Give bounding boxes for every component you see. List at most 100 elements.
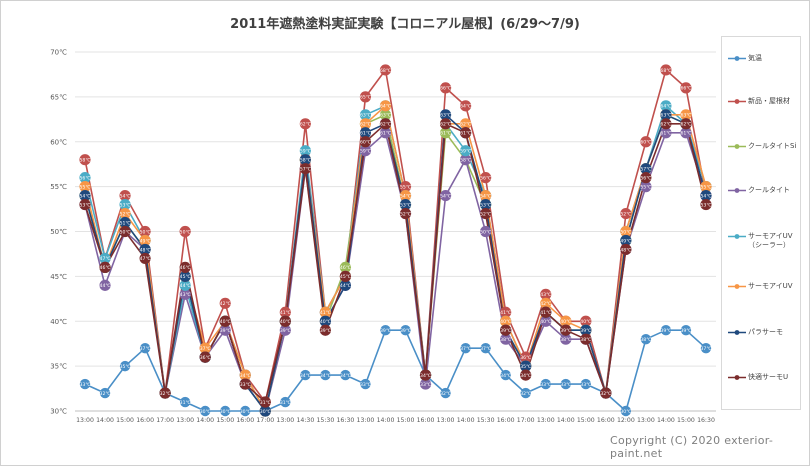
- data-point: 51℃: [119, 216, 131, 229]
- data-point: 30℃: [259, 405, 271, 417]
- data-point: 61℃: [680, 127, 692, 139]
- data-point: 66℃: [439, 82, 452, 94]
- data-label: 55℃: [400, 184, 411, 190]
- data-label: 68℃: [660, 68, 671, 74]
- data-point: 46℃: [99, 261, 111, 273]
- x-tick-label: 14:00: [96, 417, 114, 424]
- data-point: 50℃: [620, 225, 632, 238]
- data-point: 34℃: [340, 369, 351, 381]
- data-label: 45℃: [340, 274, 351, 280]
- data-point: 62℃: [660, 118, 672, 130]
- data-label: 52℃: [400, 211, 411, 217]
- data-point: 64℃: [379, 100, 392, 112]
- data-marker: [580, 378, 591, 390]
- data-marker: [339, 270, 352, 282]
- data-label: 30℃: [620, 409, 631, 415]
- data-point: 42℃: [540, 297, 552, 309]
- data-label: 50℃: [620, 229, 631, 235]
- data-point: 59℃: [460, 145, 472, 157]
- x-tick-label: 15:30: [477, 417, 495, 424]
- data-marker: [79, 378, 91, 390]
- data-label: 62℃: [380, 122, 391, 128]
- data-label: 40℃: [500, 319, 511, 325]
- data-point: 55℃: [399, 181, 412, 193]
- data-label: 54℃: [120, 193, 131, 199]
- data-label: 34℃: [300, 373, 311, 379]
- data-label: 45℃: [180, 274, 191, 280]
- data-label: 61℃: [660, 131, 671, 137]
- data-point: 37℃: [199, 342, 211, 354]
- data-label: 40℃: [320, 319, 331, 325]
- data-label: 35℃: [120, 364, 131, 370]
- data-label: 30℃: [240, 409, 251, 415]
- data-marker: [460, 118, 472, 130]
- data-point: 65℃: [359, 91, 372, 103]
- data-point: 39℃: [660, 325, 671, 336]
- data-point: 35℃: [120, 360, 131, 372]
- data-point: 53℃: [79, 198, 91, 211]
- data-marker: [480, 172, 492, 184]
- data-label: 39℃: [580, 328, 591, 334]
- data-label: 37℃: [700, 346, 711, 352]
- data-point: 60℃: [359, 136, 372, 148]
- x-tick-label: 16:00: [497, 417, 515, 424]
- data-marker: [580, 333, 592, 345]
- data-point: 42℃: [219, 297, 231, 309]
- data-point: 38℃: [500, 333, 512, 345]
- data-point: 37℃: [139, 342, 151, 354]
- data-marker: [660, 109, 672, 121]
- data-marker: [419, 369, 432, 381]
- data-label: 46℃: [340, 265, 351, 271]
- data-label: 39℃: [560, 328, 571, 334]
- data-point: 34℃: [520, 369, 532, 381]
- data-label: 33℃: [240, 382, 251, 388]
- data-label: 33℃: [540, 382, 551, 388]
- data-marker: [359, 127, 372, 139]
- data-marker: [79, 154, 91, 166]
- data-point: 40℃: [279, 315, 291, 327]
- data-marker: [359, 118, 372, 130]
- series-line: [84, 132, 707, 412]
- x-tick-label: 14:00: [657, 417, 675, 424]
- data-marker: [139, 252, 151, 265]
- data-marker: [179, 270, 191, 282]
- data-label: 40℃: [220, 319, 231, 325]
- data-label: 44℃: [180, 283, 191, 289]
- data-label: 34℃: [420, 373, 431, 379]
- data-marker: [640, 181, 652, 193]
- data-point: 50℃: [480, 225, 492, 238]
- data-marker: [660, 127, 672, 139]
- data-label: 62℃: [360, 122, 371, 128]
- data-label: 43℃: [540, 292, 551, 298]
- data-point: 32℃: [440, 387, 451, 399]
- x-tick-label: 13:00: [357, 417, 375, 424]
- data-marker: [279, 315, 291, 327]
- data-marker: [680, 127, 692, 139]
- data-marker: [319, 315, 331, 327]
- data-marker: [240, 405, 251, 417]
- data-label: 42℃: [220, 301, 231, 307]
- data-marker: [299, 145, 311, 157]
- data-label: 41℃: [500, 310, 511, 316]
- data-label: 50℃: [120, 229, 131, 235]
- data-label: 44℃: [100, 283, 111, 289]
- data-point: 48℃: [139, 243, 151, 256]
- data-marker: [299, 118, 311, 130]
- data-label: 68℃: [380, 68, 391, 74]
- data-marker: [139, 234, 151, 247]
- data-label: 37℃: [200, 346, 211, 352]
- data-label: 54℃: [440, 193, 451, 199]
- data-label: 37℃: [140, 346, 151, 352]
- data-label: 31℃: [180, 400, 191, 406]
- data-marker: [480, 225, 492, 238]
- data-label: 40℃: [580, 319, 591, 325]
- data-marker: [200, 405, 211, 417]
- data-marker: [139, 342, 151, 354]
- data-label: 31℃: [280, 400, 291, 406]
- data-label: 39℃: [400, 328, 411, 334]
- data-label: 63℃: [660, 113, 671, 119]
- data-marker: [520, 369, 532, 381]
- data-marker: [299, 154, 311, 166]
- data-marker: [139, 225, 151, 238]
- data-label: 61℃: [460, 131, 471, 137]
